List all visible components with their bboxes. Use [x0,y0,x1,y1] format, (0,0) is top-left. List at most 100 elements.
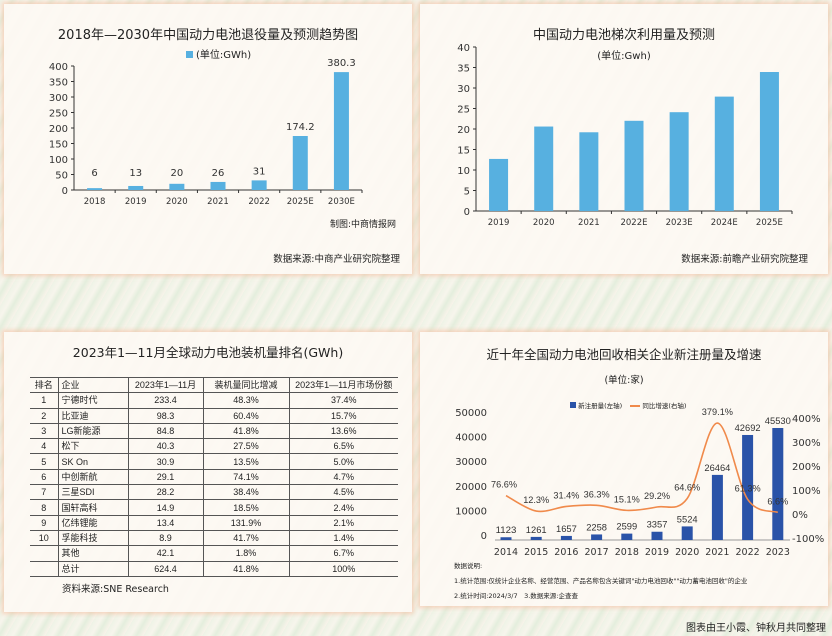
chart2-source: 数据来源:前瞻产业研究院整理 [681,254,808,265]
table-cell: 6.5% [288,438,398,455]
chart4-unit: (单位:家) [604,375,644,386]
chart1-legend-label: (单位:GWh) [196,50,252,61]
chart1-y-tick-label: 150 [49,140,68,151]
chart4-growth-line [505,422,779,514]
table-cell: 48.3% [202,392,289,409]
chart2-bar [759,72,779,211]
chart1-data-label: 174.2 [286,122,315,133]
chart4-title: 近十年全国动力电池回收相关企业新注册量及增速 [486,347,762,362]
chart1-bar [210,181,226,190]
table-cell: 国轩高科 [57,499,128,516]
chart4-bar [651,531,663,540]
chart2-unit: (单位:Gwh) [597,51,651,62]
chart1-data-label: 20 [170,168,183,179]
table-cell: 排名 [30,376,58,394]
table-row: 1 宁德时代 233.4 48.3% 37.4% [30,392,398,409]
table-cell: 装机量同比增减 [202,376,289,394]
table-cell: 其他 [57,545,128,562]
chart1-x-tick-label: 2021 [207,197,229,207]
chart4-growth-label: 76.6% [491,480,518,491]
chart1-y-tick-label: 350 [49,78,68,89]
table-cell: 13.6% [288,423,398,440]
chart1-bar [333,72,349,190]
footer-credit: 图表由王小霞、钟秋月共同整理 [686,623,826,634]
chart4-bar-label: 1657 [556,524,577,535]
table-cell: 2.4% [288,499,398,516]
table-cell: 7 [30,484,58,501]
chart1-y-tick-label: 100 [49,155,68,166]
chart1-y-tick-label: 50 [55,171,68,182]
chart1-x-tick-label: 2019 [125,197,147,207]
table-cell: 孚能科技 [57,530,128,547]
ranking-table: 排名 企业 2023年1—11月 装机量同比增减 2023年1—11月市场份额 1 宁德时代… [30,376,398,577]
chart4-bar-label: 2599 [616,522,637,533]
chart2-y-tick-label: 25 [457,105,470,116]
chart1-source: 数据来源:中商产业研究院整理 [273,254,400,265]
table-cell: 233.4 [127,392,203,409]
chart4-x-tick-label: 2014 [494,547,518,558]
chart4-right-tick-label: 400% [792,414,821,425]
chart4-bar-label: 42692 [735,423,761,434]
table-cell: 3 [30,423,58,440]
table-cell: 30.9 [127,453,203,470]
chart2-x-tick-label: 2021 [578,218,600,228]
chart4-bar-label: 1261 [526,525,547,536]
table-cell: 13.5% [202,453,289,470]
table-cell: 41.8% [202,561,289,577]
chart4-bar-label: 26464 [704,463,730,474]
table-cell: 60.4% [202,408,289,424]
chart2-x-tick-label: 2019 [488,218,510,228]
table-row: 4 松下 40.3 27.5% 6.5% [30,438,398,455]
table-cell: 14.9 [127,499,203,516]
chart1-y-tick-label: 200 [49,124,68,135]
chart2-x-tick-label: 2020 [533,218,555,228]
table-cell: 1.4% [288,530,398,547]
table-cell: 42.1 [127,545,203,562]
table-cell: 中创新航 [57,469,128,486]
table-cell [30,561,58,577]
chart2-bar [624,120,644,211]
chart4-bar [530,536,542,540]
table-cell: 131.9% [202,515,289,531]
table-cell: 1.8% [202,545,289,562]
chart2-y-tick-label: 5 [464,187,470,198]
chart4-right-tick-label: 100% [792,486,821,497]
chart1-data-label: 13 [129,168,142,179]
chart1-x-tick-label: 2020 [166,197,188,207]
table-cell: 5 [30,453,58,470]
chart1-y-tick-label: 250 [49,109,68,120]
table-cell: SK On [57,453,128,470]
table-cell: 总计 [57,561,128,577]
chart4-right-tick-label: 300% [792,438,821,449]
table-cell: 27.5% [202,438,289,455]
chart4-growth-label: 61.3% [735,483,762,494]
table-cell: 2023年1—11月市场份额 [288,376,398,394]
chart4-x-tick-label: 2018 [615,547,639,558]
table-cell: 企业 [57,376,128,394]
chart4-left-tick-label: 50000 [455,408,487,419]
table-cell: 亿纬锂能 [57,515,128,531]
panel-recycling-chart [420,332,828,606]
table-row: 10 孚能科技 8.9 41.7% 1.4% [30,530,398,547]
chart1-title: 2018年—2030年中国动力电池退役量及预测趋势图 [57,28,359,43]
chart4-x-tick-label: 2022 [736,547,760,558]
chart4-x-tick-label: 2015 [524,547,548,558]
legend-line-label: 同比增速(右轴) [642,402,687,410]
chart4-x-tick-label: 2023 [766,547,790,558]
chart1-bar [128,185,144,190]
table-cell: 4 [30,438,58,455]
table-cell: 15.7% [288,408,398,424]
table-cell: 8.9 [127,530,203,547]
chart4-growth-label: 29.2% [644,491,671,502]
table-cell: 100% [288,561,398,577]
table-cell: 2023年1—11月 [127,376,203,394]
chart1-legend: (单位:GWh) [186,46,251,61]
chart1-y-tick-label: 400 [49,62,68,73]
chart4-right-tick-label: 0% [792,510,808,521]
table-cell: 40.3 [127,438,203,455]
chart4-bar-label: 45530 [765,416,791,427]
table-row: 总计 624.4 41.8% 100% [30,561,398,577]
chart2-y-tick-label: 20 [457,125,470,136]
table-cell: 4.5% [288,484,398,501]
